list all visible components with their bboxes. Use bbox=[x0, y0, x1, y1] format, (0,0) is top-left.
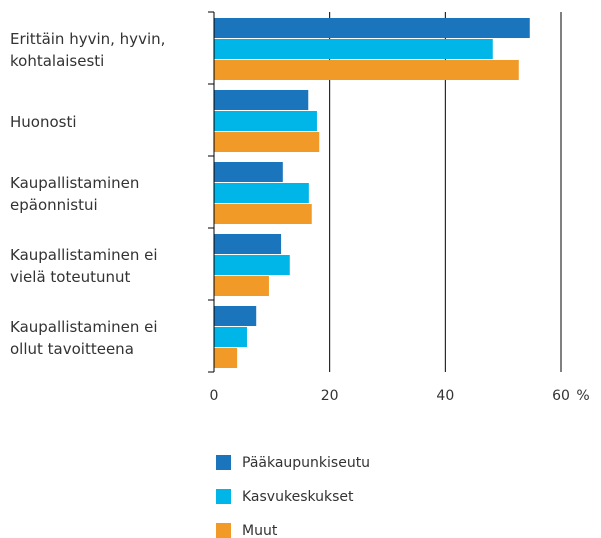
legend-label: Muut bbox=[242, 523, 278, 538]
y-tick-label: Kaupallistaminen epäonnistui bbox=[10, 174, 140, 214]
legend-swatch bbox=[216, 455, 231, 470]
x-tick-label: 20 bbox=[321, 388, 339, 404]
bar bbox=[214, 183, 309, 203]
bar bbox=[214, 327, 247, 347]
legend-swatch bbox=[216, 489, 231, 504]
y-tick-label: Huonosti bbox=[10, 113, 77, 131]
bar bbox=[214, 132, 320, 152]
bar bbox=[214, 111, 317, 131]
bar bbox=[214, 306, 257, 326]
bar bbox=[214, 60, 519, 80]
x-axis-unit: % bbox=[576, 388, 589, 404]
bar bbox=[214, 276, 269, 296]
bar bbox=[214, 90, 309, 110]
bar bbox=[214, 162, 283, 182]
y-tick-label: Kaupallistaminen ei ollut tavoitteena bbox=[10, 318, 158, 358]
x-tick-label: 0 bbox=[210, 388, 219, 404]
legend-swatch bbox=[216, 523, 231, 538]
legend-label: Kasvukeskukset bbox=[242, 489, 354, 505]
y-tick-label: Erittäin hyvin, hyvin, kohtalaisesti bbox=[10, 30, 166, 70]
bar bbox=[214, 255, 290, 275]
bar bbox=[214, 204, 312, 224]
bar bbox=[214, 39, 493, 59]
y-tick-label: Kaupallistaminen ei vielä toteutunut bbox=[10, 246, 158, 286]
bar bbox=[214, 234, 282, 254]
x-tick-label: 40 bbox=[436, 388, 454, 404]
bar bbox=[214, 348, 238, 368]
bar bbox=[214, 18, 530, 38]
x-tick-label: 60 bbox=[552, 388, 570, 404]
legend-label: Pääkaupunkiseutu bbox=[242, 455, 370, 471]
